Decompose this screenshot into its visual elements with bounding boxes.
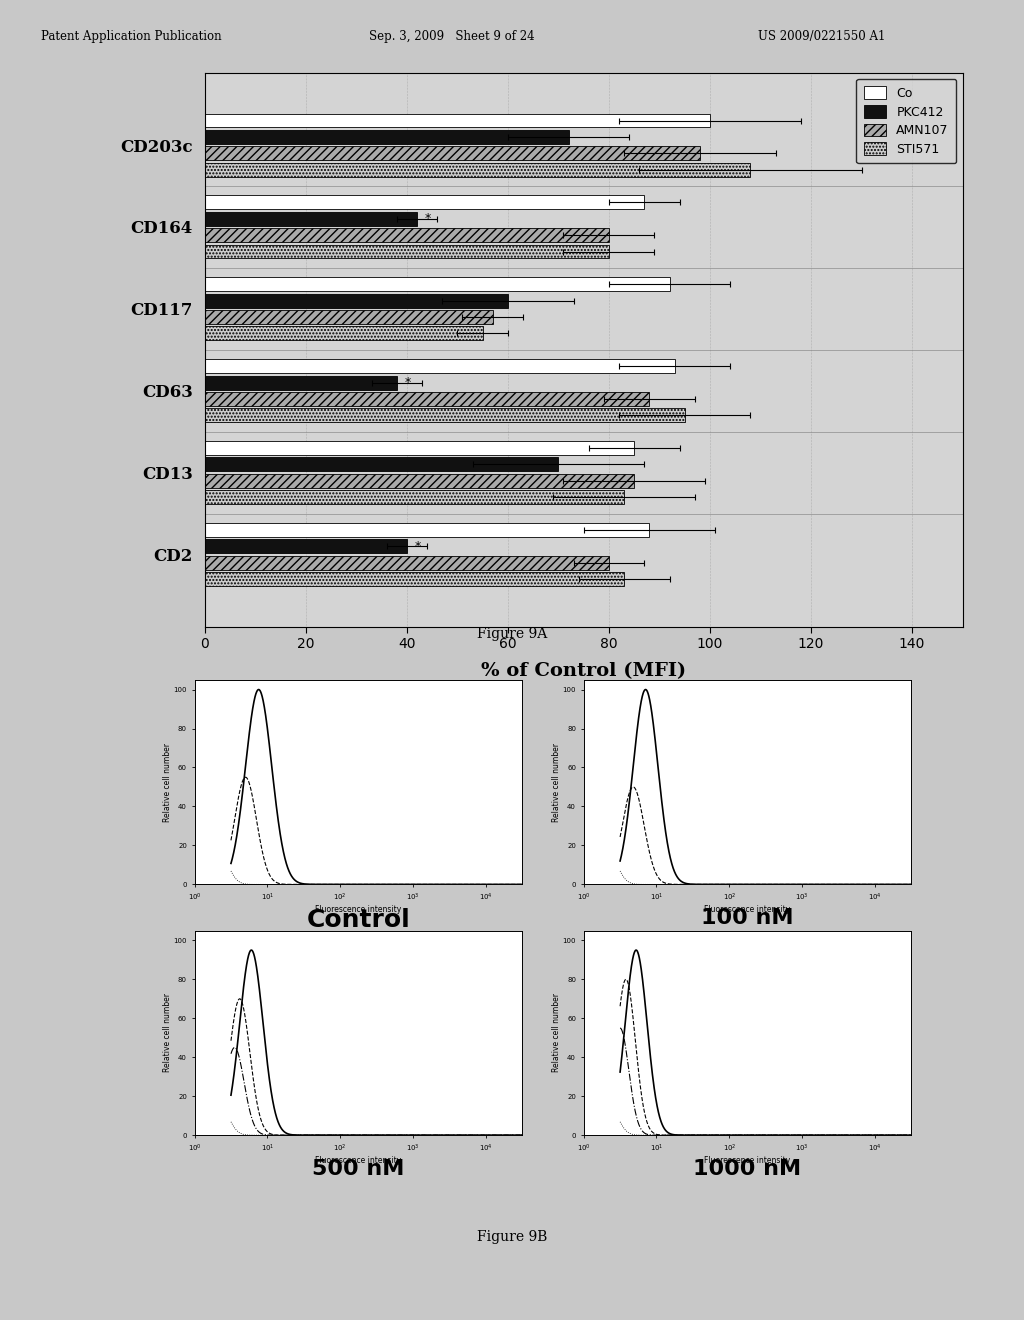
Text: *: * xyxy=(425,213,431,226)
Y-axis label: Relative cell number: Relative cell number xyxy=(552,994,561,1072)
Bar xyxy=(205,310,493,323)
Bar xyxy=(205,277,670,292)
Bar xyxy=(205,490,624,504)
Bar xyxy=(205,556,609,570)
Bar xyxy=(205,523,649,537)
Bar xyxy=(205,572,624,586)
Bar xyxy=(205,540,407,553)
Text: 1000 nM: 1000 nM xyxy=(693,1159,802,1179)
Text: Control: Control xyxy=(306,908,411,932)
Bar xyxy=(205,408,685,422)
Y-axis label: Relative cell number: Relative cell number xyxy=(163,743,172,821)
Bar xyxy=(205,474,634,488)
X-axis label: Fluorescence intensity: Fluorescence intensity xyxy=(315,1155,401,1164)
Bar xyxy=(205,228,609,242)
Text: *: * xyxy=(415,540,421,553)
X-axis label: Fluorescence intensity: Fluorescence intensity xyxy=(315,904,401,913)
Text: US 2009/0221550 A1: US 2009/0221550 A1 xyxy=(758,30,885,44)
Text: Figure 9A: Figure 9A xyxy=(477,627,547,640)
Bar xyxy=(205,294,508,308)
Bar xyxy=(205,211,417,226)
Text: Figure 9B: Figure 9B xyxy=(477,1230,547,1243)
X-axis label: % of Control (MFI): % of Control (MFI) xyxy=(481,663,686,681)
Bar xyxy=(205,441,634,455)
Bar xyxy=(205,392,649,405)
X-axis label: Fluorescence intensity: Fluorescence intensity xyxy=(705,1155,791,1164)
Bar xyxy=(205,114,710,128)
Bar xyxy=(205,147,699,160)
Bar xyxy=(205,326,482,341)
Text: 500 nM: 500 nM xyxy=(312,1159,404,1179)
Bar xyxy=(205,458,558,471)
Bar xyxy=(205,129,568,144)
Bar xyxy=(205,195,644,210)
Legend: Co, PKC412, AMN107, STI571: Co, PKC412, AMN107, STI571 xyxy=(856,79,956,164)
Y-axis label: Relative cell number: Relative cell number xyxy=(552,743,561,821)
X-axis label: Fluorescence intensity: Fluorescence intensity xyxy=(705,904,791,913)
Text: Patent Application Publication: Patent Application Publication xyxy=(41,30,221,44)
Bar xyxy=(205,359,675,374)
Text: 100 nM: 100 nM xyxy=(701,908,794,928)
Bar xyxy=(205,376,396,389)
Bar xyxy=(205,162,751,177)
Bar xyxy=(205,244,609,259)
Text: *: * xyxy=(404,376,411,389)
Text: Sep. 3, 2009   Sheet 9 of 24: Sep. 3, 2009 Sheet 9 of 24 xyxy=(369,30,535,44)
Y-axis label: Relative cell number: Relative cell number xyxy=(163,994,172,1072)
